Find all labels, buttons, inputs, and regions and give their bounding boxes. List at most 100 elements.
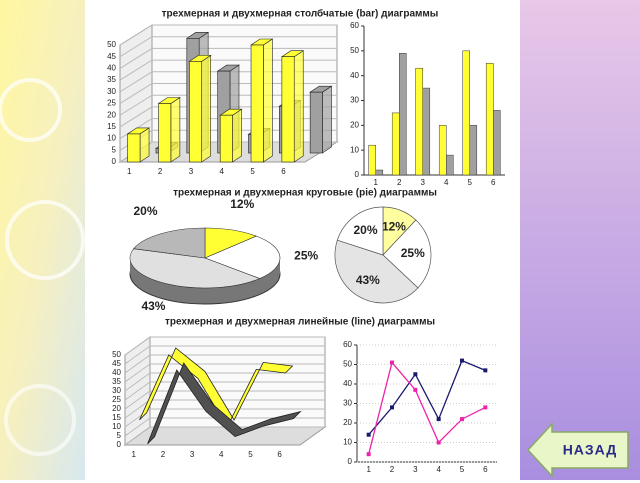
x-tick-label: 1 bbox=[374, 178, 379, 187]
bar-side bbox=[170, 96, 181, 163]
bar bbox=[219, 114, 233, 163]
bar-side bbox=[201, 54, 212, 163]
y-tick-label: 20 bbox=[107, 110, 116, 119]
grid-line bbox=[119, 24, 337, 46]
slice bbox=[336, 206, 384, 256]
x-tick-label: 3 bbox=[190, 450, 195, 459]
grid-line bbox=[119, 94, 337, 116]
pie-label: 20% bbox=[353, 223, 377, 237]
slice bbox=[133, 227, 206, 259]
grid-line bbox=[124, 408, 325, 428]
pie-title: трехмерная и двухмерная круговые (pie) д… bbox=[173, 188, 437, 199]
back-button[interactable]: НАЗАД bbox=[526, 422, 632, 478]
bar bbox=[422, 87, 431, 176]
marker bbox=[460, 358, 464, 363]
x-tick-label: 1 bbox=[132, 450, 137, 459]
x-tick-label: 4 bbox=[219, 450, 224, 459]
bar bbox=[415, 67, 424, 176]
pie-label: 43% bbox=[356, 273, 380, 287]
line bbox=[368, 361, 486, 455]
y-tick-label: 0 bbox=[112, 157, 117, 166]
bar bbox=[438, 125, 447, 176]
bar bbox=[309, 91, 323, 154]
pie-label: 12% bbox=[382, 220, 406, 234]
pie-label: 25% bbox=[294, 248, 318, 262]
ribbon bbox=[139, 347, 294, 428]
bar bbox=[158, 103, 172, 163]
grid-line bbox=[124, 336, 325, 356]
bar bbox=[375, 169, 384, 176]
marker bbox=[436, 440, 441, 445]
ribbon bbox=[147, 362, 302, 445]
y-tick-label: 40 bbox=[350, 71, 359, 80]
x-tick-label: 5 bbox=[468, 178, 473, 187]
pie-label: 20% bbox=[133, 204, 157, 218]
x-tick-label: 5 bbox=[460, 465, 465, 474]
bar-side bbox=[293, 50, 304, 163]
arrow bbox=[526, 422, 629, 478]
grid-line bbox=[119, 47, 337, 69]
y-tick-label: 0 bbox=[348, 457, 353, 466]
y-tick-label: 5 bbox=[112, 145, 117, 154]
bar bbox=[189, 61, 203, 163]
y-tick-label: 40 bbox=[107, 64, 116, 73]
slice bbox=[334, 239, 419, 304]
x-tick-label: 2 bbox=[158, 167, 163, 176]
y-tick-label: 50 bbox=[112, 350, 121, 359]
x-tick-label: 5 bbox=[250, 167, 255, 176]
x-tick-label: 6 bbox=[483, 465, 488, 474]
bar bbox=[399, 53, 407, 176]
marker bbox=[460, 417, 464, 422]
grid-line bbox=[124, 345, 325, 365]
balloon bbox=[5, 200, 85, 280]
bar bbox=[446, 154, 454, 176]
y-tick-label: 20 bbox=[112, 404, 121, 413]
y-tick-label: 50 bbox=[343, 360, 352, 369]
line-title: трехмерная и двухмерная линейные (line) … bbox=[165, 317, 435, 328]
y-tick-label: 0 bbox=[355, 170, 360, 179]
pie-label: 25% bbox=[401, 246, 425, 260]
y-tick-label: 10 bbox=[112, 422, 121, 431]
y-tick-label: 40 bbox=[343, 379, 352, 388]
bar bbox=[127, 133, 141, 163]
x-tick-label: 5 bbox=[248, 450, 253, 459]
marker bbox=[483, 405, 488, 410]
y-tick-label: 45 bbox=[107, 52, 116, 61]
y-tick-label: 35 bbox=[107, 75, 116, 84]
bar bbox=[391, 112, 400, 176]
x-tick-label: 3 bbox=[189, 167, 194, 176]
x-tick-label: 6 bbox=[281, 167, 286, 176]
y-tick-label: 60 bbox=[350, 21, 359, 30]
pie-label: 43% bbox=[141, 299, 165, 313]
x-tick-label: 2 bbox=[397, 178, 402, 187]
marker bbox=[390, 360, 394, 365]
balloon bbox=[4, 384, 76, 456]
x-tick-label: 2 bbox=[390, 465, 395, 474]
slice bbox=[129, 248, 261, 289]
y-tick-label: 10 bbox=[107, 134, 116, 143]
x-tick-label: 1 bbox=[366, 465, 371, 474]
marker bbox=[436, 417, 441, 422]
y-tick-label: 35 bbox=[112, 377, 121, 386]
grid-line bbox=[119, 106, 337, 128]
line bbox=[368, 359, 486, 436]
x-tick-label: 6 bbox=[491, 178, 496, 187]
marker bbox=[366, 432, 371, 437]
back-label[interactable]: НАЗАД bbox=[563, 442, 618, 458]
balloon bbox=[0, 78, 62, 142]
bar bbox=[493, 110, 501, 176]
bar-side bbox=[263, 38, 273, 163]
y-tick-label: 30 bbox=[350, 96, 359, 105]
grid-line bbox=[124, 417, 325, 437]
grid-line bbox=[124, 381, 325, 401]
grid-line bbox=[119, 83, 337, 104]
y-tick-label: 5 bbox=[117, 431, 122, 440]
y-tick-label: 0 bbox=[117, 440, 122, 449]
y-tick-label: 15 bbox=[112, 413, 121, 422]
grid-line bbox=[124, 390, 325, 410]
marker bbox=[366, 452, 371, 457]
grid-line bbox=[119, 71, 337, 93]
y-tick-label: 20 bbox=[350, 120, 359, 129]
